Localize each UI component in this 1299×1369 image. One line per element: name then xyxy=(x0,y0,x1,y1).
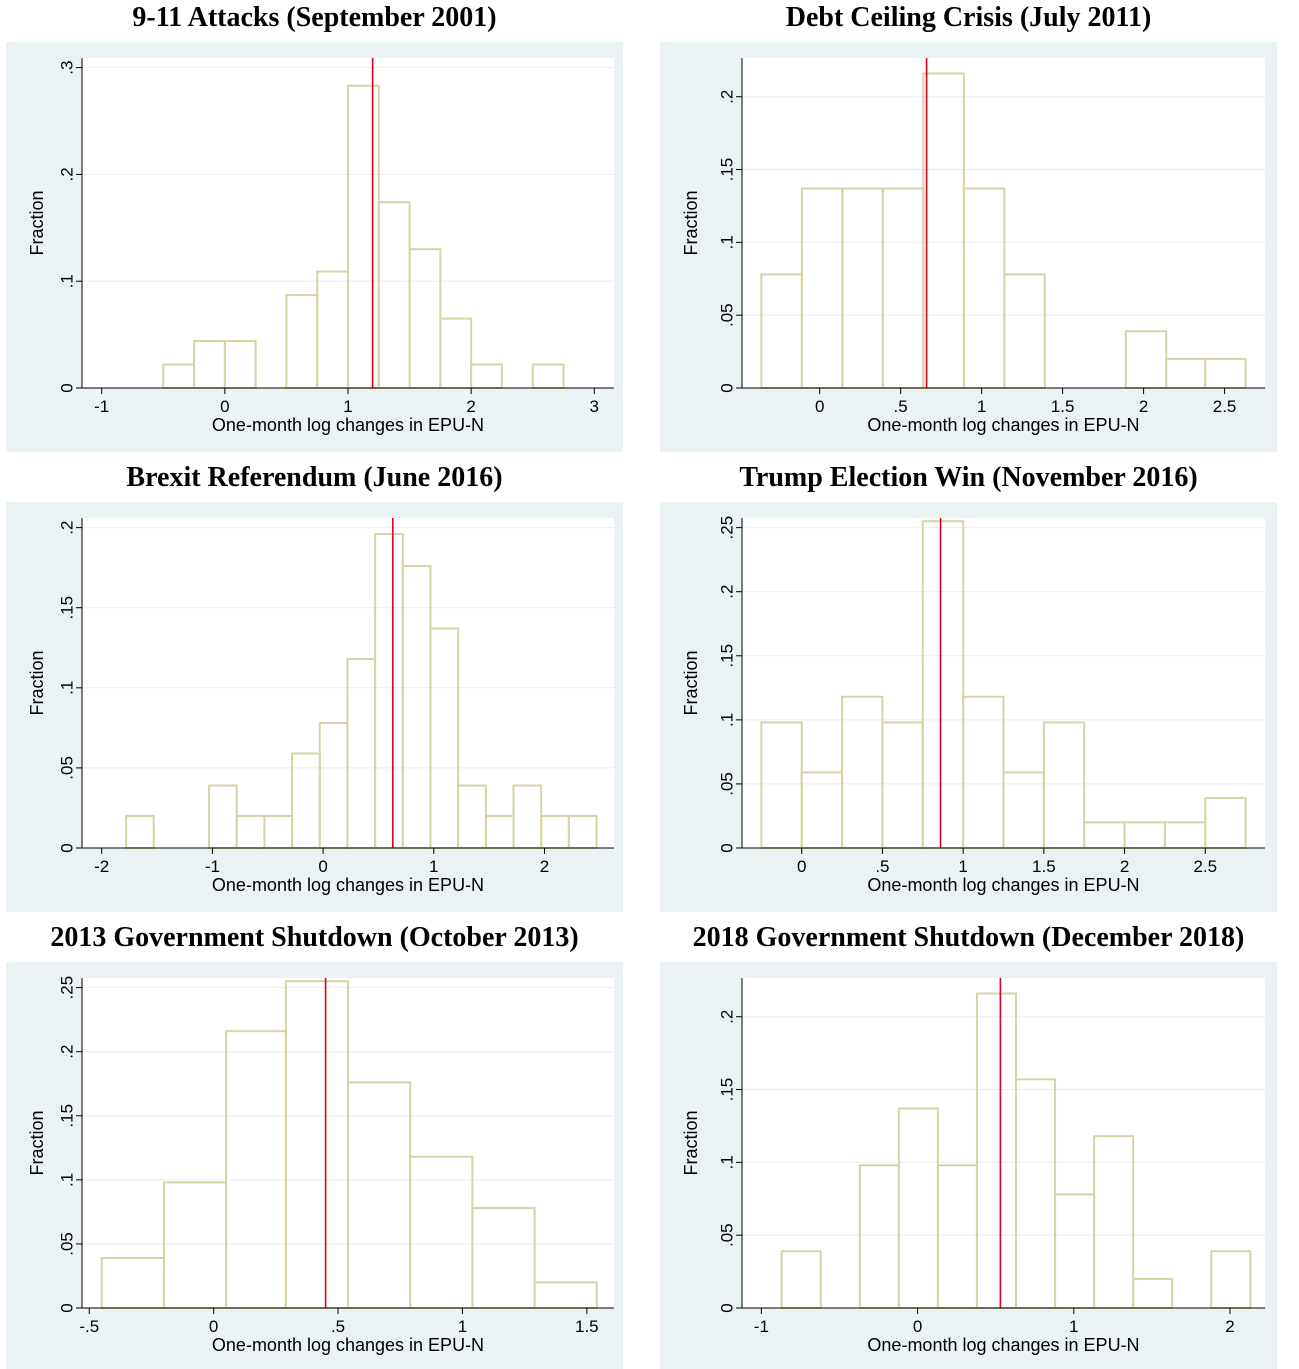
chart-title: 2013 Government Shutdown (October 2013) xyxy=(50,922,579,953)
y-axis-title: Fraction xyxy=(27,1110,47,1175)
y-tick-label: .05 xyxy=(717,303,736,327)
x-tick-label: -.5 xyxy=(79,1317,99,1336)
x-tick-label: 0 xyxy=(209,1317,218,1336)
chart-title: Brexit Referendum (June 2016) xyxy=(126,462,503,493)
x-tick-label: -2 xyxy=(94,857,109,876)
y-tick-label: .2 xyxy=(717,1010,736,1024)
y-tick-label: 0 xyxy=(717,383,736,392)
chart-title: 9-11 Attacks (September 2001) xyxy=(132,2,497,33)
y-tick-label: .25 xyxy=(57,976,76,1000)
y-tick-label: .15 xyxy=(57,1104,76,1128)
x-tick-label: 3 xyxy=(590,397,599,416)
x-tick-label: -1 xyxy=(94,397,109,416)
y-tick-label: .05 xyxy=(717,1223,736,1247)
x-tick-label: -1 xyxy=(754,1317,769,1336)
x-tick-label: 0 xyxy=(797,857,806,876)
histogram-chart: 0 .05 .1 .15 .2 -1 0 1 2 One-month log changes in… xyxy=(681,978,1265,1355)
histogram-chart: 0 .05 .1 .15 .2 .25 0 .5 1 1.5 2 2.5 One-month log c… xyxy=(681,516,1265,895)
x-tick-label: 1 xyxy=(458,1317,467,1336)
x-tick-label: 1 xyxy=(429,857,438,876)
x-tick-label: 0 xyxy=(913,1317,922,1336)
x-tick-label: .5 xyxy=(875,857,889,876)
y-tick-label: 0 xyxy=(717,843,736,852)
x-tick-label: .5 xyxy=(894,397,908,416)
x-tick-label: -1 xyxy=(205,857,220,876)
y-tick-label: 0 xyxy=(57,383,76,392)
y-tick-label: 0 xyxy=(57,1303,76,1312)
y-tick-label: .1 xyxy=(717,235,736,249)
y-tick-label: .15 xyxy=(57,596,76,620)
y-tick-label: .1 xyxy=(57,1173,76,1187)
y-tick-label: .3 xyxy=(57,61,76,75)
x-axis-title: One-month log changes in EPU-N xyxy=(867,415,1139,435)
x-axis-title: One-month log changes in EPU-N xyxy=(212,415,484,435)
y-tick-label: .1 xyxy=(717,713,736,727)
y-tick-label: .2 xyxy=(57,167,76,181)
y-tick-label: .15 xyxy=(717,1078,736,1102)
x-tick-label: 1 xyxy=(343,397,352,416)
y-tick-label: .1 xyxy=(717,1155,736,1169)
y-tick-label: .05 xyxy=(57,1232,76,1256)
x-tick-label: 0 xyxy=(815,397,824,416)
y-tick-label: .05 xyxy=(717,772,736,796)
x-tick-label: 2 xyxy=(1139,397,1148,416)
y-tick-label: 0 xyxy=(57,843,76,852)
y-tick-label: .1 xyxy=(57,274,76,288)
y-tick-label: .1 xyxy=(57,681,76,695)
y-tick-label: .2 xyxy=(717,585,736,599)
x-tick-label: 1.5 xyxy=(575,1317,599,1336)
y-tick-label: .05 xyxy=(57,756,76,780)
y-tick-label: .15 xyxy=(717,158,736,182)
y-tick-label: .2 xyxy=(57,521,76,535)
x-tick-label: 2 xyxy=(540,857,549,876)
y-axis-title: Fraction xyxy=(681,190,701,255)
histogram-chart: 0 .05 .1 .15 .2 -2 -1 0 1 2 One-month log changes … xyxy=(27,518,614,895)
histogram-chart: 0 .1 .2 .3 -1 0 1 2 3 One-month log changes in EP… xyxy=(27,58,614,435)
chart-title: Trump Election Win (November 2016) xyxy=(739,462,1198,493)
y-axis-title: Fraction xyxy=(27,190,47,255)
plot-area xyxy=(742,978,1265,1308)
x-tick-label: 1 xyxy=(977,397,986,416)
y-tick-label: .25 xyxy=(717,516,736,540)
x-axis-title: One-month log changes in EPU-N xyxy=(867,875,1139,895)
y-tick-label: .2 xyxy=(57,1045,76,1059)
x-axis-title: One-month log changes in EPU-N xyxy=(212,875,484,895)
y-tick-label: .15 xyxy=(717,644,736,668)
y-axis-title: Fraction xyxy=(27,650,47,715)
x-axis-title: One-month log changes in EPU-N xyxy=(867,1335,1139,1355)
x-tick-label: 0 xyxy=(318,857,327,876)
x-tick-label: 1.5 xyxy=(1032,857,1056,876)
y-axis-title: Fraction xyxy=(681,1110,701,1175)
x-tick-label: 0 xyxy=(220,397,229,416)
x-tick-label: 2 xyxy=(1225,1317,1234,1336)
x-tick-label: 2.5 xyxy=(1193,857,1217,876)
x-tick-label: 1 xyxy=(958,857,967,876)
x-tick-label: 1.5 xyxy=(1051,397,1075,416)
x-tick-label: 2.5 xyxy=(1213,397,1237,416)
x-tick-label: 1 xyxy=(1069,1317,1078,1336)
y-tick-label: 0 xyxy=(717,1303,736,1312)
y-axis-title: Fraction xyxy=(681,650,701,715)
chart-title: 2018 Government Shutdown (December 2018) xyxy=(692,922,1245,953)
histogram-chart: 0 .05 .1 .15 .2 0 .5 1 1.5 2 2.5 One-month log chan… xyxy=(681,58,1265,435)
chart-title: Debt Ceiling Crisis (July 2011) xyxy=(785,2,1152,33)
y-tick-label: .2 xyxy=(717,90,736,104)
x-axis-title: One-month log changes in EPU-N xyxy=(212,1335,484,1355)
x-tick-label: 2 xyxy=(466,397,475,416)
x-tick-label: .5 xyxy=(331,1317,345,1336)
x-tick-label: 2 xyxy=(1120,857,1129,876)
